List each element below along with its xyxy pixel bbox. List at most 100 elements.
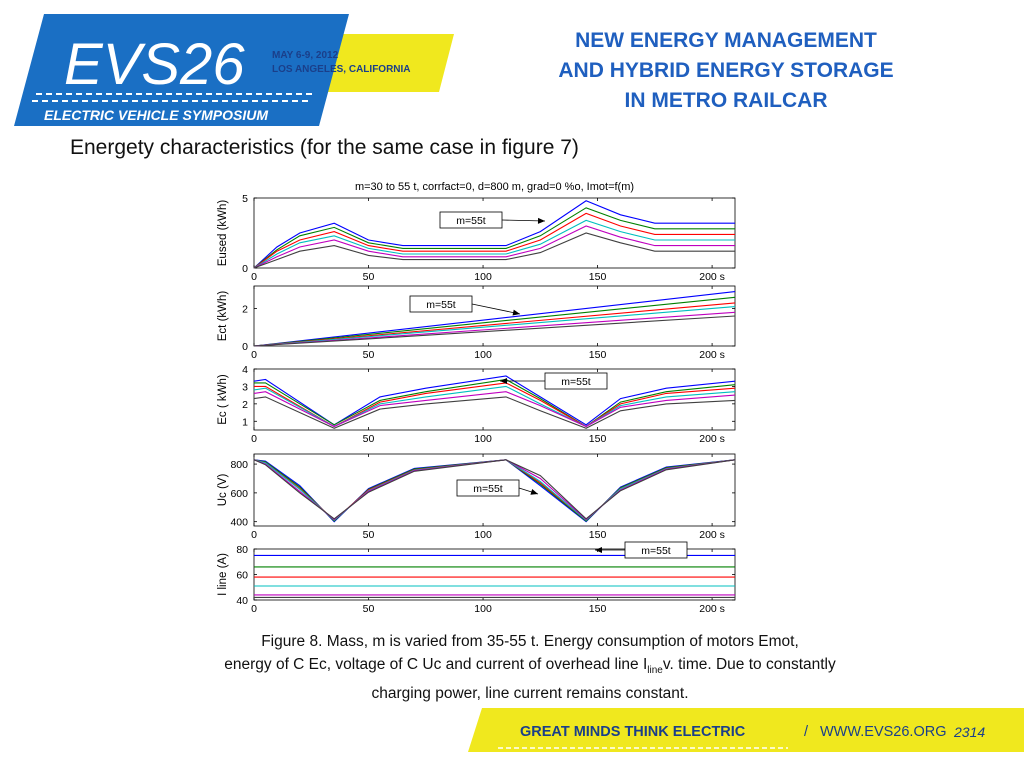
chart-2-series-2-line (253, 296, 736, 347)
caption-line-2-sub: line (647, 665, 663, 677)
chart-5-ytick-label: 60 (236, 570, 248, 582)
chart-1-annotation-arrow (501, 219, 546, 222)
chart-4-annotation-arrowhead (530, 489, 538, 495)
chart-1-series-5-line (253, 225, 735, 269)
chart-2-series-6-line (253, 315, 736, 347)
caption-line-2-post: v. time. Due to constantly (662, 656, 836, 673)
chart-2-frame (253, 285, 736, 347)
logo-name: ELECTRIC VEHICLE SYMPOSIUM (44, 107, 268, 123)
chart-2-ylabel: Ect (kWh) (217, 291, 229, 342)
chart-1-series-4-line (253, 219, 735, 269)
chart-4-ylabel: Uc (V) (217, 474, 229, 507)
chart-3-ytick-label: 4 (242, 364, 248, 376)
chart-2-series-3-line (253, 302, 736, 347)
chart-5-xtick-label: 0 (251, 603, 257, 615)
figure-caption: Figure 8. Mass, m is varied from 35-55 t… (150, 630, 910, 705)
chart-2-series-5-line (253, 311, 736, 347)
chart-2-xtick-label: 200 s (699, 349, 725, 361)
chart-2-series-4-line (253, 306, 736, 347)
chart-2-annotation-label: m=55t (426, 299, 456, 311)
chart-3-ytick-label: 1 (242, 416, 248, 428)
title-line-2: AND HYBRID ENERGY STORAGE (558, 59, 894, 82)
chart-5-ytick-label: 40 (236, 595, 248, 607)
chart-2-ytick-label: 2 (242, 304, 248, 316)
chart-4-xtick-label: 150 (589, 529, 607, 541)
logo-location: LOS ANGELES, CALIFORNIA (272, 64, 411, 75)
chart-3-xtick-label: 100 (474, 433, 492, 445)
chart-1-annotation-arrowhead (537, 217, 545, 224)
chart-2-xtick-label: 50 (363, 349, 375, 361)
chart-1-xtick-label: 50 (363, 271, 375, 283)
evs26-logo: EVS26 MAY 6-9, 2012 LOS ANGELES, CALIFOR… (14, 14, 454, 126)
logo-mark: EVS26 (64, 32, 245, 97)
chart-5-ylabel: I line (A) (217, 553, 229, 596)
chart-1-xtick-label: 100 (474, 271, 492, 283)
chart-3-ytick-label: 2 (242, 399, 248, 411)
chart-1-ytick-label: 5 (242, 193, 248, 205)
footer-url: WWW.EVS26.ORG (820, 724, 947, 740)
chart-1-xtick-label: 150 (589, 271, 607, 283)
chart-4-ytick-label: 600 (230, 488, 248, 500)
caption-line-2-pre: energy of C Ec, voltage of C Uc and curr… (224, 656, 648, 673)
chart-5-annotation-arrowhead (595, 547, 602, 553)
caption-line-2: energy of C Ec, voltage of C Uc and curr… (150, 653, 910, 682)
caption-line-1: Figure 8. Mass, m is varied from 35-55 t… (261, 633, 799, 650)
chart-4-ytick-label: 400 (230, 517, 248, 529)
footer-separator: / (804, 724, 809, 740)
chart-5-xtick-label: 100 (474, 603, 492, 615)
chart-4-xtick-label: 200 s (699, 529, 725, 541)
title-line-3: IN METRO RAILCAR (624, 89, 828, 112)
footer-yellow-band (468, 708, 1024, 752)
chart-1-ytick-label: 0 (242, 263, 248, 275)
chart-2-ytick-label: 0 (242, 341, 248, 353)
chart-5-xtick-label: 150 (589, 603, 607, 615)
chart-2-annotation-arrowhead (512, 309, 520, 316)
chart-1-series-2-line (253, 207, 735, 269)
chart-3-series-2-line (254, 378, 736, 428)
chart-4-xtick-label: 50 (363, 529, 375, 541)
chart-title: m=30 to 55 t, corrfact=0, d=800 m, grad=… (355, 181, 634, 193)
chart-5-annotation-label: m=55t (641, 545, 671, 557)
footer-slogan: GREAT MINDS THINK ELECTRIC (520, 724, 746, 740)
chart-5-xtick-label: 50 (363, 603, 375, 615)
chart-4-series-6-line (253, 459, 736, 520)
chart-3-ylabel: Ec ( kWh) (217, 374, 229, 425)
slide-subtitle: Energety characteristics (for the same c… (70, 136, 579, 159)
chart-3-annotation-label: m=55t (561, 376, 591, 388)
chart-4-frame (253, 453, 736, 527)
chart-1-series-1-line (253, 200, 735, 269)
energy-characteristics-figure: m=30 to 55 t, corrfact=0, d=800 m, grad=… (217, 181, 736, 615)
chart-3-annotation-arrowhead (500, 378, 507, 384)
chart-2-xtick-label: 150 (589, 349, 607, 361)
chart-2-annotation-arrow (471, 303, 521, 315)
chart-3-series-4-line (253, 385, 736, 428)
chart-1-ylabel: Eused (kWh) (217, 200, 229, 267)
chart-4-ytick-label: 800 (230, 459, 248, 471)
chart-5-xtick-label: 200 s (699, 603, 725, 615)
slide-title: NEW ENERGY MANAGEMENT AND HYBRID ENERGY … (500, 26, 952, 116)
chart-5-ytick-label: 80 (236, 544, 248, 556)
footer-banner: GREAT MINDS THINK ELECTRIC / WWW.EVS26.O… (468, 708, 1024, 752)
chart-4-annotation-label: m=55t (473, 483, 503, 495)
chart-3-ytick-label: 3 (242, 381, 248, 393)
caption-line-3: charging power, line current remains con… (371, 685, 689, 703)
chart-1-frame (253, 197, 736, 269)
chart-3-xtick-label: 150 (589, 433, 607, 445)
chart-1-annotation-label: m=55t (456, 215, 486, 227)
chart-1-xtick-label: 0 (251, 271, 257, 283)
chart-1-series-3-line (253, 212, 735, 269)
chart-1-series-6-line (253, 232, 735, 269)
chart-3-xtick-label: 50 (363, 433, 375, 445)
chart-4-xtick-label: 100 (474, 529, 492, 541)
chart-4-xtick-label: 0 (251, 529, 257, 541)
chart-3-frame (253, 368, 736, 431)
title-line-1: NEW ENERGY MANAGEMENT (575, 29, 877, 52)
logo-blue-shape (14, 14, 349, 126)
chart-3-series-5-line (253, 391, 736, 428)
chart-2-xtick-label: 0 (251, 349, 257, 361)
chart-2-series-1-line (253, 291, 736, 347)
chart-2-xtick-label: 100 (474, 349, 492, 361)
logo-dates: MAY 6-9, 2012 (272, 50, 339, 61)
chart-3-series-6-line (253, 396, 736, 429)
chart-1-xtick-label: 200 s (699, 271, 725, 283)
